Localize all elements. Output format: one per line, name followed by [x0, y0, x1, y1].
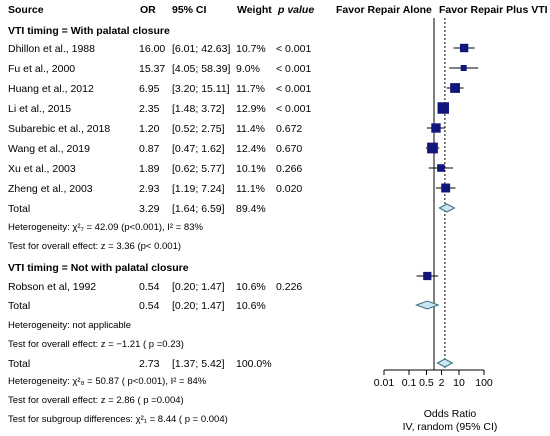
x-axis-tick-label: 0.1 [401, 377, 417, 389]
study-ci: [0.47; 1.62] [172, 143, 225, 155]
total-or: 2.73 [139, 358, 160, 370]
study-point [437, 102, 450, 114]
header-favor-left: Favor Repair Alone [336, 4, 432, 16]
study-weight: 11.4% [236, 123, 265, 135]
study-weight: 10.6% [236, 281, 266, 293]
study-name: Li et al., 2015 [8, 103, 72, 115]
overall-heterogeneity: Heterogeneity: χ²₈ = 50.87 ( p<0.001), I… [8, 376, 207, 387]
study-ci: [4.05; 58.39] [172, 63, 231, 75]
subtotal-label: Total [8, 300, 31, 312]
subtotal-ci: [1.64; 6.59] [172, 203, 225, 215]
study-weight: 11.7% [236, 83, 265, 95]
header-favor-right: Favor Repair Plus VTI [439, 4, 548, 16]
study-weight: 12.9% [236, 103, 266, 115]
study-weight: 11.1% [236, 183, 265, 195]
study-ci: [3.20; 15.11] [172, 83, 230, 95]
heterogeneity: Heterogeneity: not applicable [8, 320, 132, 331]
subtotal-or: 3.29 [139, 203, 160, 215]
study-p: < 0.001 [276, 43, 312, 55]
study-weight: 10.1% [236, 163, 266, 175]
header-pvalue: p value [278, 4, 315, 16]
study-ci: [0.20; 1.47] [172, 281, 225, 293]
overall-effect-test: Test for overall effect: z = 2.86 ( p =0… [8, 395, 184, 406]
study-point [437, 164, 445, 172]
study-name: Robson et al, 1992 [8, 281, 97, 293]
x-axis-subtitle: IV, random (95% CI) [402, 421, 498, 433]
x-axis-tick-label: 2 [438, 377, 445, 389]
study-or: 16.00 [139, 43, 166, 55]
study-p: < 0.001 [276, 63, 312, 75]
study-name: Dhillon et al., 1988 [8, 43, 95, 55]
study-weight: 12.4% [236, 143, 266, 155]
group-title: VTI timing = With palatal closure [8, 25, 170, 37]
study-weight: 10.7% [236, 43, 266, 55]
study-point [431, 123, 441, 133]
heterogeneity: Heterogeneity: χ²₇ = 42.09 (p<0.001), I²… [8, 222, 203, 233]
study-weight: 9.0% [236, 63, 260, 75]
subtotal-or: 0.54 [139, 300, 160, 312]
total-ci: [1.37; 5.42] [172, 358, 225, 370]
subtotal-label: Total [8, 203, 31, 215]
group-title: VTI timing = Not with palatal closure [8, 262, 189, 274]
total-label: Total [8, 358, 31, 370]
study-or: 1.20 [139, 123, 160, 135]
total-weight: 100.0% [236, 358, 272, 370]
x-axis-tick-label: 10 [453, 377, 465, 389]
study-ci: [0.62; 5.77] [172, 163, 225, 175]
study-p: < 0.001 [276, 103, 312, 115]
subtotal-weight: 10.6% [236, 300, 266, 312]
study-p: 0.266 [276, 163, 303, 175]
study-or: 0.87 [139, 143, 160, 155]
study-name: Fu et al., 2000 [8, 63, 76, 75]
study-p: < 0.001 [276, 83, 312, 95]
subtotal-weight: 89.4% [236, 203, 266, 215]
study-or: 6.95 [139, 83, 160, 95]
study-name: Wang et al., 2019 [8, 143, 90, 155]
study-point [460, 65, 467, 71]
study-ci: [1.19; 7.24] [172, 183, 225, 195]
header-weight: Weight [237, 4, 272, 16]
study-or: 2.35 [139, 103, 160, 115]
study-point [423, 271, 432, 281]
overall-effect: Test for overall effect: z = 3.36 (p< 0.… [8, 241, 182, 252]
study-ci: [1.48; 3.72] [172, 103, 225, 115]
study-or: 2.93 [139, 183, 160, 195]
study-or: 1.89 [139, 163, 160, 175]
subgroup-diamond [438, 203, 456, 213]
study-ci: [6.01; 42.63] [172, 43, 231, 55]
study-p: 0.226 [276, 281, 303, 293]
study-p: 0.672 [276, 123, 303, 135]
study-name: Subarebic et al., 2018 [8, 123, 111, 135]
x-axis-tick-label: 100 [475, 377, 493, 389]
header-ci: 95% CI [172, 4, 207, 16]
x-axis-tick-label: 0.01 [373, 377, 395, 389]
header-source: Source [8, 4, 44, 16]
subgroup-diamond [415, 300, 440, 310]
study-name: Zheng et al., 2003 [8, 183, 93, 195]
study-point [441, 183, 451, 193]
x-axis-tick-label: 0.5 [419, 377, 434, 389]
study-ci: [0.52; 2.75] [172, 123, 225, 135]
overall-diamond [436, 358, 454, 368]
study-point [450, 83, 460, 93]
study-p: 0.670 [276, 143, 303, 155]
overall-effect: Test for overall effect: z = −1.21 ( p =… [8, 339, 184, 350]
study-point [459, 43, 469, 53]
study-or: 15.37 [139, 63, 166, 75]
study-point [427, 142, 438, 154]
header-or: OR [140, 4, 156, 16]
study-name: Xu et al., 2003 [8, 163, 76, 175]
study-p: 0.020 [276, 183, 303, 195]
subgroup-test: Test for subgroup differences: χ²₁ = 8.4… [8, 414, 228, 425]
study-name: Huang et al., 2012 [8, 83, 94, 95]
study-or: 0.54 [139, 281, 160, 293]
subtotal-ci: [0.20; 1.47] [172, 300, 225, 312]
x-axis-title: Odds Ratio [423, 408, 477, 420]
